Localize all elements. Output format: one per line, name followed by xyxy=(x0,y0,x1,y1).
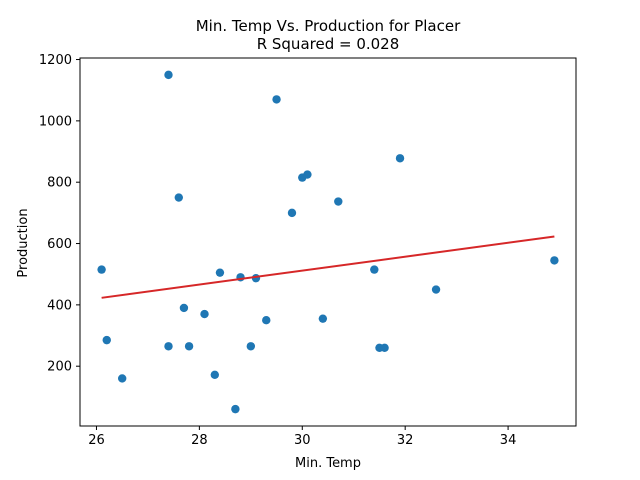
chart-title-line1: Min. Temp Vs. Production for Placer xyxy=(196,17,461,35)
y-tick-label: 800 xyxy=(47,176,72,191)
scatter-point-16 xyxy=(272,95,281,104)
x-tick-label: 34 xyxy=(500,433,517,448)
scatter-point-3 xyxy=(164,70,173,80)
chart-title: Min. Temp Vs. Production for Placer R Sq… xyxy=(196,17,461,53)
chart-title-line2: R Squared = 0.028 xyxy=(257,35,400,53)
x-axis-ticks: 26 28 30 32 34 xyxy=(88,426,516,448)
x-tick-label: 30 xyxy=(294,433,311,448)
y-tick-label: 200 xyxy=(47,360,72,375)
scatter-point-5 xyxy=(174,193,183,202)
scatter-point-20 xyxy=(318,314,328,323)
scatter-point-1 xyxy=(102,335,111,345)
y-tick-label: 400 xyxy=(47,298,72,313)
scatter-point-7 xyxy=(184,342,194,351)
scatter-point-13 xyxy=(246,342,256,351)
x-tick-label: 26 xyxy=(88,433,105,448)
x-tick-label: 32 xyxy=(397,433,414,448)
y-tick-label: 1200 xyxy=(39,53,72,68)
y-axis-label: Production xyxy=(16,208,31,277)
scatter-point-11 xyxy=(231,404,240,414)
scatter-point-8 xyxy=(200,309,209,319)
x-tick-label: 28 xyxy=(191,433,208,448)
scatter-point-2 xyxy=(117,374,127,383)
plot-area xyxy=(97,70,559,414)
scatter-point-10 xyxy=(215,268,225,277)
scatter-point-27 xyxy=(550,256,559,265)
y-tick-label: 1000 xyxy=(39,114,72,129)
scatter-point-22 xyxy=(370,265,379,274)
scatter-point-25 xyxy=(395,154,405,163)
scatter-point-21 xyxy=(334,197,343,206)
scatter-point-24 xyxy=(380,343,389,352)
scatter-point-0 xyxy=(97,265,106,274)
scatter-point-9 xyxy=(210,370,220,379)
scatter-point-4 xyxy=(164,342,173,351)
scatter-point-6 xyxy=(179,303,189,313)
scatter-point-19 xyxy=(303,170,312,179)
scatter-point-26 xyxy=(431,285,441,294)
x-axis-label: Min. Temp xyxy=(295,456,361,471)
scatter-point-17 xyxy=(287,208,297,218)
y-axis-ticks: 200 400 600 800 1000 1200 xyxy=(39,53,80,375)
y-tick-label: 600 xyxy=(47,237,72,252)
axes-frame xyxy=(79,57,577,427)
regression-line xyxy=(101,235,555,299)
scatter-point-15 xyxy=(262,316,271,325)
